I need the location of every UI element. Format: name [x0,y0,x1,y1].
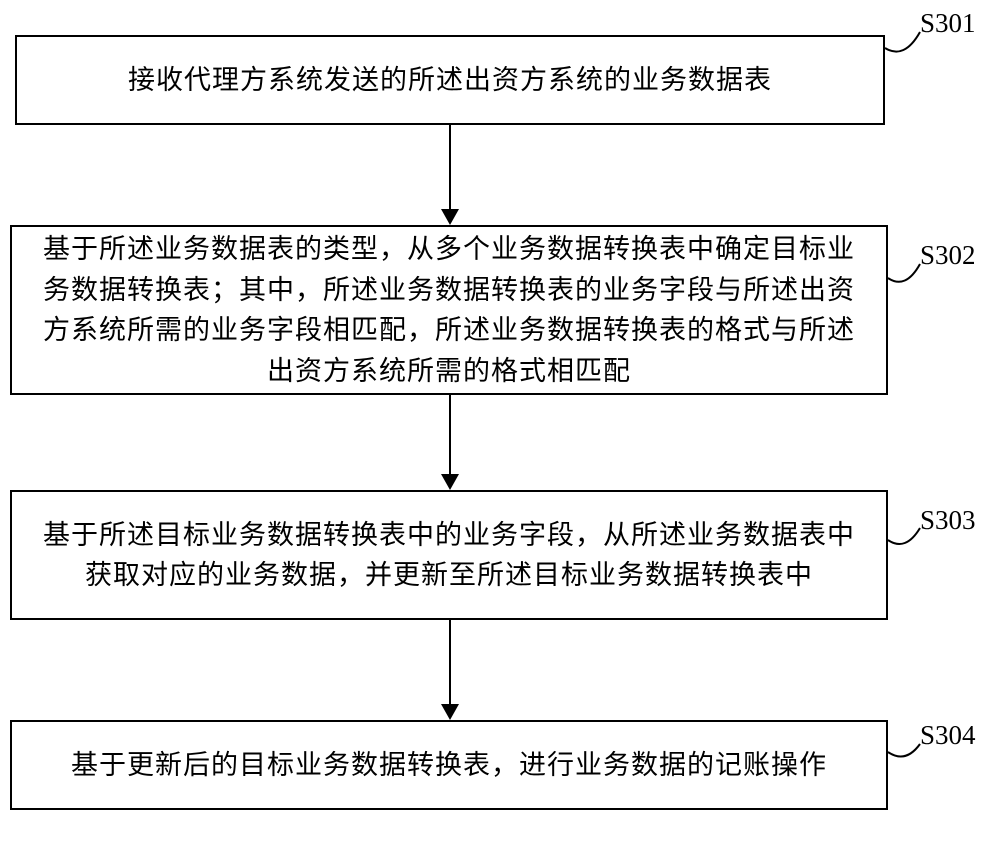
flow-step-s301: 接收代理方系统发送的所述出资方系统的业务数据表 [15,35,885,125]
flow-arrow-line [449,620,451,704]
label-connector-s302 [886,248,922,296]
flow-arrow-line [449,395,451,474]
flow-arrow-head [441,209,459,225]
flow-arrow-line [449,125,451,209]
flow-arrow-head [441,474,459,490]
flow-step-label-s302: S302 [920,240,976,271]
flow-step-s302: 基于所述业务数据表的类型，从多个业务数据转换表中确定目标业务数据转换表；其中，所… [10,225,888,395]
label-connector-s304 [886,728,922,770]
flow-step-s304: 基于更新后的目标业务数据转换表，进行业务数据的记账操作 [10,720,888,810]
flow-step-text: 基于更新后的目标业务数据转换表，进行业务数据的记账操作 [71,745,827,786]
flowchart-container: 接收代理方系统发送的所述出资方系统的业务数据表 S301 基于所述业务数据表的类型，… [0,0,1000,846]
flow-step-label-s303: S303 [920,505,976,536]
flow-step-text: 基于所述业务数据表的类型，从多个业务数据转换表中确定目标业务数据转换表；其中，所… [32,229,866,391]
label-connector-s301 [883,16,922,66]
label-connector-s303 [886,512,922,558]
flow-step-s303: 基于所述目标业务数据转换表中的业务字段，从所述业务数据表中获取对应的业务数据，并… [10,490,888,620]
flow-step-text: 接收代理方系统发送的所述出资方系统的业务数据表 [128,60,772,101]
flow-step-label-s304: S304 [920,720,976,751]
flow-step-text: 基于所述目标业务数据转换表中的业务字段，从所述业务数据表中获取对应的业务数据，并… [32,515,866,596]
flow-step-label-s301: S301 [920,8,976,39]
flow-arrow-head [441,704,459,720]
